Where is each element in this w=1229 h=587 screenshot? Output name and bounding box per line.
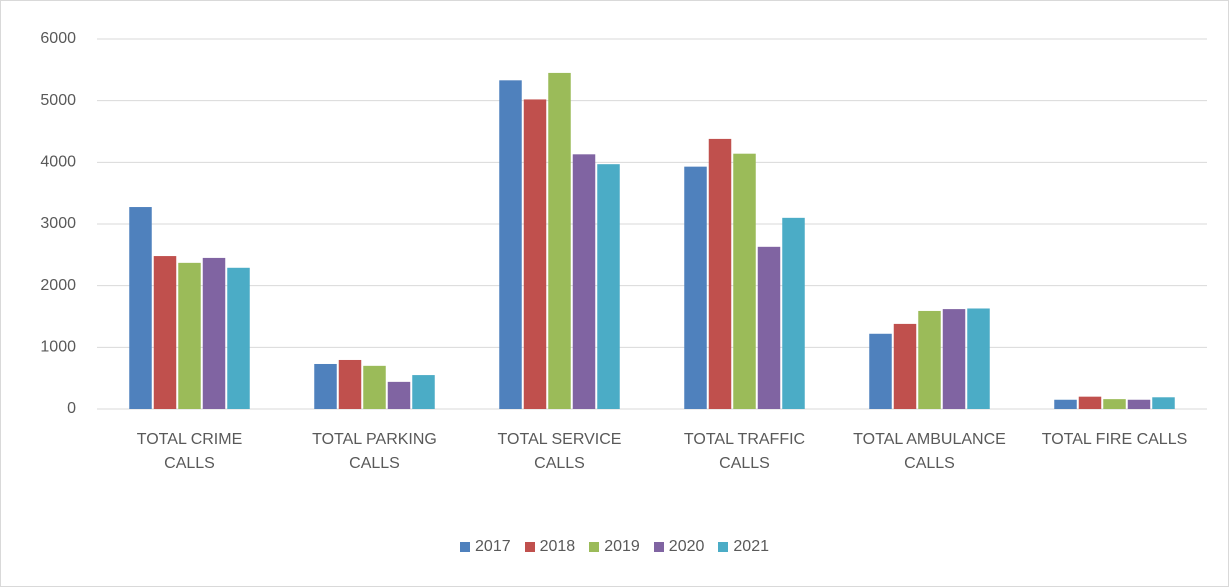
x-tick-label: TOTAL FIRE CALLS xyxy=(1041,431,1188,448)
x-tick-label: TOTAL AMBULANCE CALLS xyxy=(853,431,1006,472)
y-tick-label: 2000 xyxy=(40,277,76,294)
x-tick-label: TOTAL PARKING CALLS xyxy=(312,431,437,472)
bar xyxy=(757,246,781,409)
bar xyxy=(523,99,547,409)
bar xyxy=(1103,399,1126,409)
bar xyxy=(572,154,596,409)
y-tick-label: 6000 xyxy=(40,30,76,47)
bar xyxy=(499,80,522,410)
legend-swatch xyxy=(718,542,729,552)
y-tick-label: 3000 xyxy=(40,215,76,232)
bar xyxy=(178,262,201,409)
legend: 2017 2018 2019 2020 2021 xyxy=(0,538,1229,556)
y-tick-label: 5000 xyxy=(40,92,76,109)
bar xyxy=(202,257,226,409)
bar xyxy=(153,256,177,409)
legend-label: 2019 xyxy=(604,538,640,555)
bar xyxy=(967,308,990,409)
y-tick-label: 0 xyxy=(67,400,76,417)
bar xyxy=(314,363,337,409)
legend-item: 2017 xyxy=(460,538,511,556)
bar xyxy=(684,166,707,409)
bar xyxy=(129,207,152,409)
x-tick-label: TOTAL SERVICE CALLS xyxy=(497,431,622,472)
x-tick-label: TOTAL CRIME CALLS xyxy=(136,431,243,472)
bar xyxy=(782,217,805,409)
bar xyxy=(1078,396,1102,409)
legend-item: 2021 xyxy=(718,538,769,556)
bar xyxy=(869,333,892,409)
legend-swatch xyxy=(524,542,535,552)
legend-swatch xyxy=(460,542,471,552)
bar xyxy=(363,365,386,409)
legend-label: 2021 xyxy=(733,538,769,555)
bar xyxy=(227,267,250,409)
bar xyxy=(387,381,411,409)
legend-label: 2020 xyxy=(668,538,705,555)
bar xyxy=(412,375,435,409)
legend-label: 2018 xyxy=(539,538,576,555)
legend-item: 2019 xyxy=(589,538,640,556)
legend-label: 2017 xyxy=(475,538,511,555)
x-tick-label: TOTAL TRAFFIC CALLS xyxy=(683,431,806,472)
legend-item: 2018 xyxy=(524,538,576,556)
legend-item: 2020 xyxy=(653,538,705,556)
bar xyxy=(1152,397,1175,409)
bar xyxy=(942,309,966,409)
bar xyxy=(548,72,571,410)
bar xyxy=(708,138,732,409)
legend-swatch xyxy=(589,542,600,552)
bar xyxy=(1054,399,1077,409)
bar xyxy=(918,310,941,409)
y-tick-label: 4000 xyxy=(40,154,76,171)
bar xyxy=(597,164,620,409)
bar xyxy=(893,323,917,409)
y-tick-label: 1000 xyxy=(40,339,76,356)
legend-swatch xyxy=(653,542,664,552)
bar xyxy=(733,153,756,409)
bar xyxy=(338,359,362,409)
bar xyxy=(1127,399,1151,409)
